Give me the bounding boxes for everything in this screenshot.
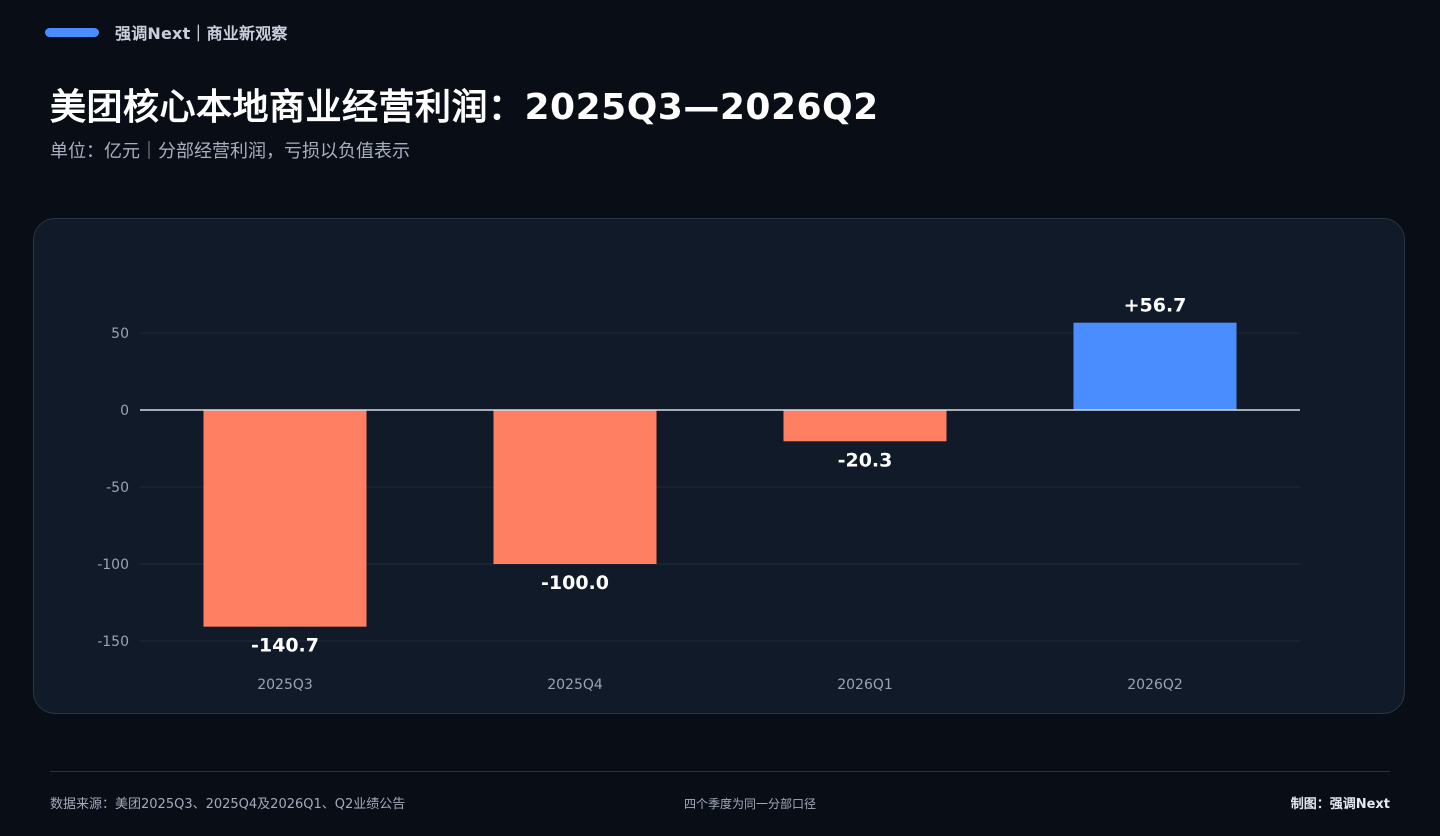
- value-label-2025Q4: -100.0: [541, 572, 609, 594]
- y-tick-label-4: -150: [97, 634, 129, 650]
- x-tick-label-2026Q1: 2026Q1: [837, 677, 893, 693]
- footer-divider: [50, 771, 1390, 772]
- brand-accent-bar: [45, 27, 99, 37]
- x-tick-label-2025Q4: 2025Q4: [547, 677, 603, 693]
- y-tick-label-2: -50: [106, 480, 129, 496]
- footer-note: 四个季度为同一分部口径: [683, 797, 817, 811]
- value-label-2026Q2: +56.7: [1124, 295, 1187, 317]
- x-tick-label-2026Q2: 2026Q2: [1127, 677, 1183, 693]
- value-label-2025Q3: -140.7: [251, 635, 319, 657]
- brand-header: 强调Next｜商业新观察: [45, 20, 288, 44]
- value-label-2026Q1: -20.3: [838, 449, 893, 471]
- y-tick-label-3: -100: [97, 557, 129, 573]
- x-tick-label-2025Q3: 2025Q3: [257, 677, 313, 693]
- page-title: 美团核心本地商业经营利润：2025Q3—2026Q2: [50, 87, 879, 128]
- chart-credit: 制图：强调Next: [1290, 797, 1390, 812]
- bar-2026Q2: [1073, 322, 1237, 410]
- bar-2025Q4: [493, 410, 657, 564]
- y-tick-label-0: 50: [111, 326, 129, 342]
- page-subtitle: 单位：亿元｜分部经营利润，亏损以负值表示: [50, 141, 410, 162]
- y-tick-label-1: 0: [120, 403, 129, 419]
- data-source: 数据来源：美团2025Q3、2025Q4及2026Q1、Q2业绩公告: [50, 797, 406, 812]
- bar-2026Q1: [783, 410, 947, 442]
- bar-2025Q3: [203, 410, 367, 627]
- brand-label: 强调Next｜商业新观察: [115, 24, 288, 43]
